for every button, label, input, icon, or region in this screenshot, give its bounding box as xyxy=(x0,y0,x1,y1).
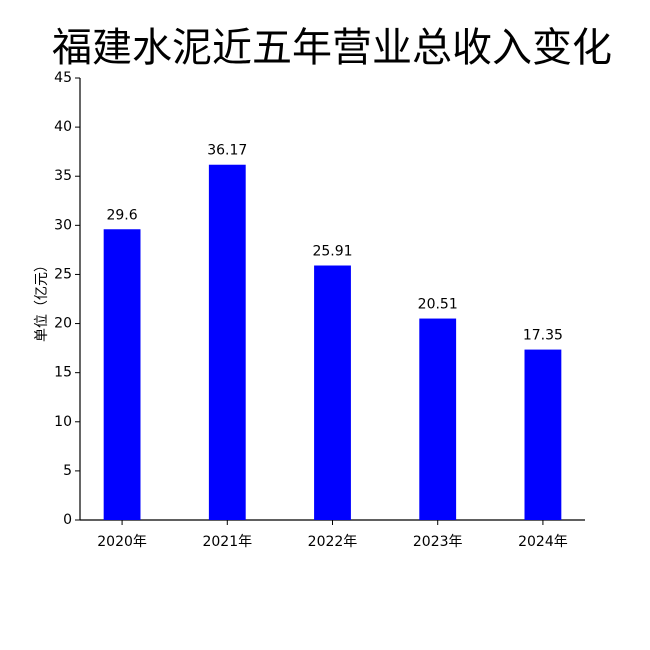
bar xyxy=(524,349,562,520)
y-tick-label: 15 xyxy=(54,365,72,381)
x-tick-label: 2023年 xyxy=(413,534,463,550)
y-tick-label: 40 xyxy=(54,119,72,135)
x-tick-label: 2022年 xyxy=(308,534,358,550)
value-label: 25.91 xyxy=(312,244,352,260)
x-tick-label: 2021年 xyxy=(202,534,252,550)
y-tick-label: 35 xyxy=(54,168,72,184)
value-label: 29.6 xyxy=(106,207,137,223)
bar xyxy=(103,229,141,521)
bar xyxy=(419,318,457,520)
y-tick-label: 10 xyxy=(54,414,72,430)
bar xyxy=(314,265,351,520)
y-tick-label: 5 xyxy=(63,463,72,479)
x-tick-label: 2024年 xyxy=(518,534,568,550)
y-tick-label: 30 xyxy=(54,217,72,233)
y-tick-label: 25 xyxy=(54,266,72,282)
bar xyxy=(208,164,246,520)
value-label: 20.51 xyxy=(418,297,458,313)
y-tick-label: 45 xyxy=(54,70,72,86)
value-label: 17.35 xyxy=(523,328,563,344)
x-tick-label: 2020年 xyxy=(97,534,147,550)
chart-title: 福建水泥近五年营业总收入变化 xyxy=(52,25,612,71)
y-tick-label: 0 xyxy=(63,512,72,528)
y-axis-label: 单位（亿元） xyxy=(34,258,50,342)
value-label: 36.17 xyxy=(207,143,247,159)
y-tick-label: 20 xyxy=(54,316,72,332)
